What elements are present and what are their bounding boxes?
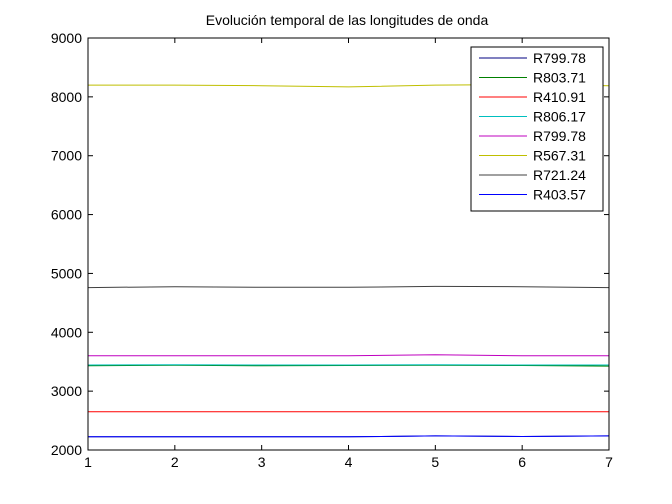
legend: R799.78 R803.71 R410.91 R806.17 R799.78 R567.… (470, 46, 604, 212)
chart-title: Evolución temporal de las longitudes de … (206, 12, 489, 28)
y-tick-label: 3000 (51, 383, 82, 399)
legend-label: R721.24 (533, 167, 586, 183)
x-tick-label: 1 (84, 454, 92, 470)
series-line-7 (87, 285, 610, 289)
x-tick-label: 7 (605, 454, 613, 470)
legend-label: R803.71 (533, 70, 586, 86)
y-tick-label: 9000 (51, 30, 82, 46)
y-tick-label: 2000 (51, 442, 82, 458)
legend-label: R403.57 (533, 187, 586, 203)
x-tick-label: 3 (258, 454, 266, 470)
y-axis: 2000 3000 4000 5000 6000 7000 8000 9000 (51, 30, 609, 458)
x-axis: 1 2 3 4 5 6 7 (84, 38, 613, 470)
x-tick-label: 5 (431, 454, 439, 470)
legend-label: R799.78 (533, 50, 586, 66)
series-line-8 (88, 435, 610, 438)
series-line-5 (88, 354, 609, 357)
y-tick-label: 8000 (51, 89, 82, 105)
legend-label: R567.31 (533, 148, 586, 164)
x-tick-label: 6 (518, 454, 526, 470)
y-tick-label: 5000 (51, 265, 82, 281)
plot-series-group (87, 83, 610, 438)
x-tick-label: 2 (171, 454, 179, 470)
legend-label: R410.91 (533, 89, 586, 105)
y-tick-label: 4000 (51, 324, 82, 340)
y-tick-label: 7000 (51, 148, 82, 164)
legend-box (470, 46, 604, 212)
x-tick-label: 4 (345, 454, 353, 470)
y-tick-label: 6000 (51, 207, 82, 223)
legend-label: R799.78 (533, 128, 586, 144)
legend-label: R806.17 (533, 109, 586, 125)
